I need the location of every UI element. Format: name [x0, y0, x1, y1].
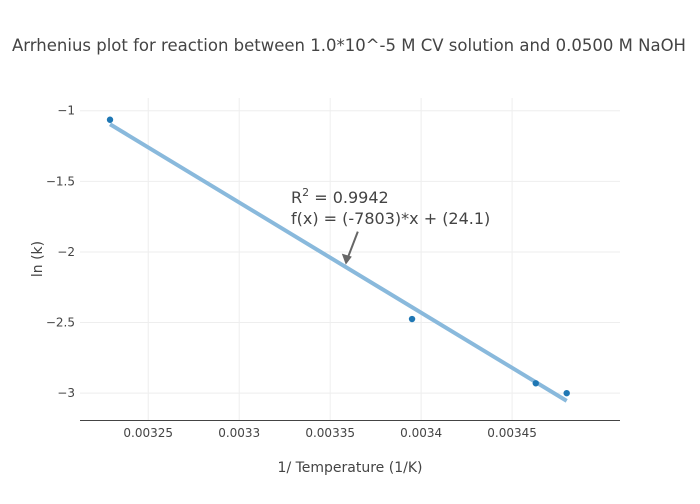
- annotation-arrow-head: [341, 253, 352, 265]
- data-point: [106, 116, 114, 123]
- data-point: [408, 315, 416, 323]
- fit-line-group: [108, 122, 568, 403]
- r2-superscript: 2: [302, 186, 309, 199]
- x-axis-label: 1/ Temperature (1/K): [278, 460, 423, 476]
- x-tick-label: 0.00325: [123, 426, 173, 440]
- fit-line: [108, 122, 568, 403]
- x-tick-label: 0.00335: [305, 426, 355, 440]
- data-point: [563, 389, 570, 397]
- annotation-r2: R2 = 0.9942: [291, 186, 389, 207]
- r2-prefix: R: [291, 188, 302, 207]
- y-tick-label: −2: [57, 245, 75, 259]
- annotation-equation: f(x) = (-7803)*x + (24.1): [291, 209, 490, 228]
- chart-title: Arrhenius plot for reaction between 1.0*…: [12, 36, 686, 55]
- y-axis-label: ln (k): [30, 241, 46, 277]
- annotation: R2 = 0.9942 f(x) = (-7803)*x + (24.1): [291, 186, 490, 265]
- r2-value: = 0.9942: [309, 188, 389, 207]
- data-points: [106, 116, 570, 397]
- annotation-arrow-line: [346, 231, 359, 259]
- x-ticks: 0.00325 0.0033 0.00335 0.0034 0.00345: [123, 426, 537, 440]
- y-ticks: −1 −1.5 −2 −2.5 −3: [46, 104, 75, 400]
- grid: [80, 98, 620, 420]
- x-tick-label: 0.0034: [400, 426, 442, 440]
- y-tick-label: −2.5: [46, 316, 75, 330]
- x-tick-label: 0.00345: [487, 426, 537, 440]
- x-tick-label: 0.0033: [218, 426, 260, 440]
- y-tick-label: −1.5: [46, 174, 75, 188]
- y-tick-label: −1: [57, 104, 75, 118]
- y-tick-label: −3: [57, 386, 75, 400]
- data-point: [532, 380, 539, 387]
